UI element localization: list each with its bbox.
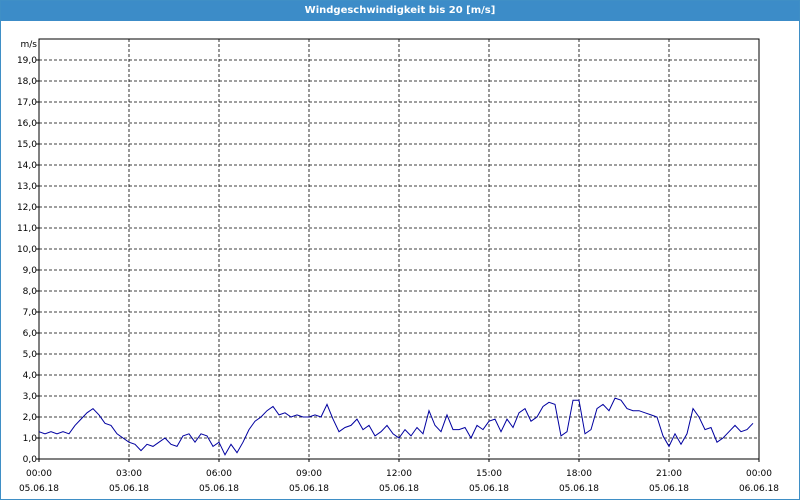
x-tick-date-label: 05.06.18 bbox=[379, 484, 419, 494]
y-tick-label: 12,0 bbox=[17, 203, 37, 213]
y-tick-label: 2,0 bbox=[23, 413, 38, 423]
x-tick-date-label: 05.06.18 bbox=[559, 484, 599, 494]
y-tick-label: 16,0 bbox=[17, 119, 37, 129]
y-tick-label: 5,0 bbox=[23, 350, 38, 360]
x-tick-time-label: 03:00 bbox=[116, 469, 142, 479]
y-axis-unit-label: m/s bbox=[21, 40, 38, 50]
wind-speed-series-line bbox=[38, 397, 754, 456]
x-tick-time-label: 00:00 bbox=[26, 469, 52, 479]
y-tick-label: 7,0 bbox=[23, 308, 38, 318]
x-tick-time-label: 18:00 bbox=[566, 469, 592, 479]
x-tick-date-label: 05.06.18 bbox=[649, 484, 689, 494]
y-tick-label: 6,0 bbox=[23, 329, 38, 339]
window-title: Windgeschwindigkeit bis 20 [m/s] bbox=[1, 1, 799, 21]
x-tick-time-label: 12:00 bbox=[386, 469, 412, 479]
x-tick-date-label: 05.06.18 bbox=[109, 484, 149, 494]
x-tick-date-label: 05.06.18 bbox=[289, 484, 329, 494]
y-tick-label: 0,0 bbox=[23, 455, 38, 465]
y-tick-label: 3,0 bbox=[23, 392, 38, 402]
y-tick-label: 9,0 bbox=[23, 266, 38, 276]
x-tick-date-label: 05.06.18 bbox=[469, 484, 509, 494]
y-tick-label: 10,0 bbox=[17, 245, 37, 255]
x-tick-date-label: 05.06.18 bbox=[199, 484, 239, 494]
y-tick-label: 13,0 bbox=[17, 182, 37, 192]
y-tick-label: 4,0 bbox=[23, 371, 38, 381]
x-tick-time-label: 00:00 bbox=[746, 469, 772, 479]
y-tick-label: 19,0 bbox=[17, 56, 37, 66]
y-tick-label: 15,0 bbox=[17, 140, 37, 150]
y-tick-label: 18,0 bbox=[17, 77, 37, 87]
x-tick-time-label: 06:00 bbox=[206, 469, 232, 479]
y-tick-label: 1,0 bbox=[23, 434, 38, 444]
x-tick-date-label: 06.06.18 bbox=[739, 484, 779, 494]
x-tick-time-label: 15:00 bbox=[476, 469, 502, 479]
y-tick-label: 17,0 bbox=[17, 98, 37, 108]
x-tick-time-label: 09:00 bbox=[296, 469, 322, 479]
x-tick-date-label: 05.06.18 bbox=[19, 484, 59, 494]
y-tick-label: 14,0 bbox=[17, 161, 37, 171]
y-tick-label: 8,0 bbox=[23, 287, 38, 297]
x-tick-time-label: 21:00 bbox=[656, 469, 682, 479]
y-tick-label: 11,0 bbox=[17, 224, 37, 234]
